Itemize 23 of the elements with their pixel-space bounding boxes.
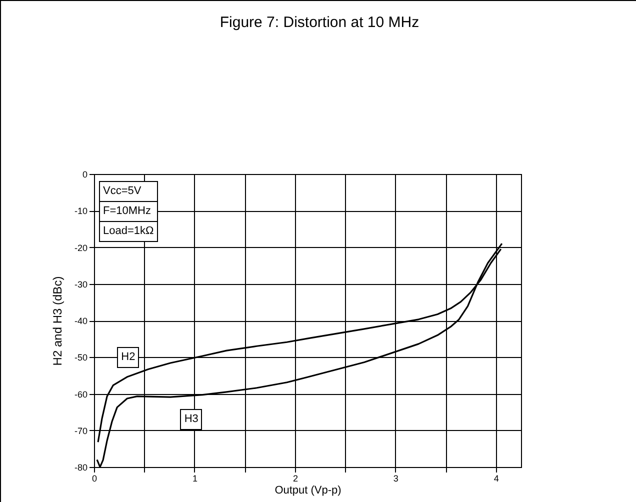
x-axis-title: Output (Vp-p): [274, 484, 342, 496]
x-tick-label: 4: [494, 474, 499, 484]
y-tick-label: 0: [82, 170, 88, 180]
y-axis-title: H2 and H3 (dBc): [50, 276, 64, 366]
annotation: Vcc=5V: [100, 182, 157, 202]
x-tick-label: 1: [192, 474, 198, 484]
y-tick-label: -70: [74, 426, 88, 436]
series-label: H3: [180, 409, 202, 430]
series-label: H2: [117, 346, 140, 368]
y-tick-label: -50: [74, 352, 88, 363]
y-tick-label: -40: [74, 316, 88, 326]
x-tick-label: 3: [393, 474, 398, 484]
annotation: F=10MHz: [100, 202, 157, 222]
y-tick-label: -60: [74, 389, 88, 400]
annotation: Load=1kΩ: [102, 224, 155, 239]
y-tick-label: -30: [74, 279, 88, 290]
chart-title: Figure 7: Distortion at 10 MHz: [220, 14, 420, 31]
note-box: Vcc=5V F=10MHz Load=1kΩ: [99, 181, 158, 242]
x-tick-label: 2: [292, 474, 298, 484]
y-tick-label: -20: [74, 242, 88, 253]
y-tick-label: -80: [74, 462, 88, 472]
x-tick-label: 0: [92, 474, 98, 484]
y-tick-label: -10: [74, 206, 88, 216]
